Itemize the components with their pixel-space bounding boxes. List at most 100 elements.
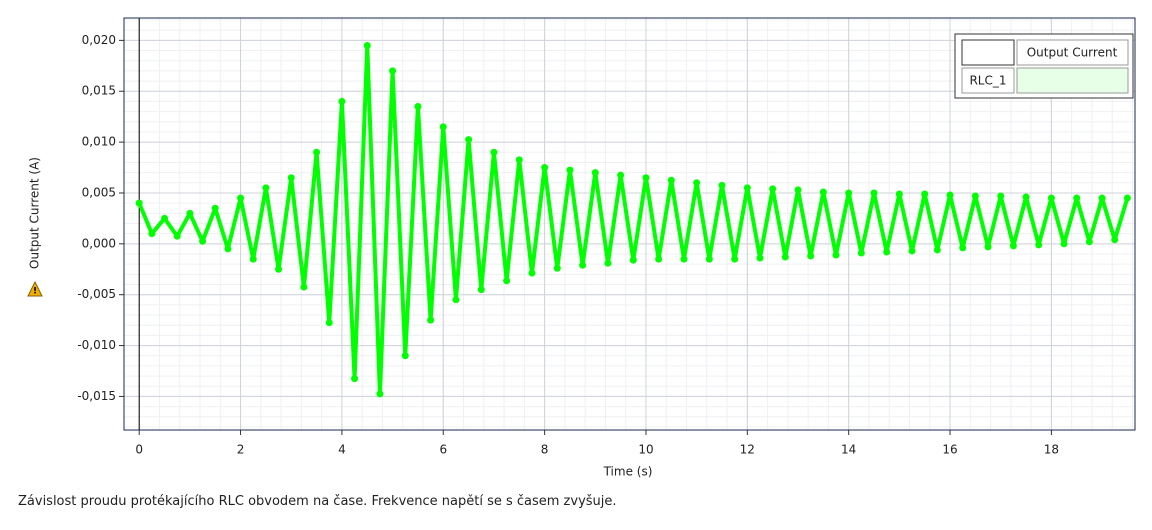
x-tick-label: 2 xyxy=(237,443,245,457)
data-point xyxy=(731,255,739,263)
data-point xyxy=(946,191,954,199)
data-point xyxy=(807,252,815,260)
data-point xyxy=(262,184,270,192)
data-point xyxy=(161,214,169,222)
data-point xyxy=(1009,242,1017,250)
x-tick-label: 6 xyxy=(439,443,447,457)
data-point xyxy=(604,259,612,267)
data-point xyxy=(541,164,549,172)
y-tick-label: -0,010 xyxy=(77,338,116,352)
x-tick-label: 16 xyxy=(942,443,957,457)
data-point xyxy=(705,255,713,263)
data-point xyxy=(693,179,701,187)
data-point xyxy=(439,123,447,131)
data-point xyxy=(984,243,992,251)
chart: Time (s) Output Current (A) ! 0 2 4 6 8 10 12 1… xyxy=(27,17,1136,479)
data-point xyxy=(313,148,321,156)
data-point xyxy=(376,390,384,398)
data-point xyxy=(401,352,409,360)
data-point xyxy=(667,176,675,184)
svg-text:!: ! xyxy=(33,287,37,297)
data-point xyxy=(743,184,751,192)
data-point xyxy=(718,181,726,189)
data-point xyxy=(148,230,156,238)
data-point xyxy=(275,265,283,273)
legend-title: Output Current xyxy=(1027,46,1118,60)
y-axis-label: Output Current (A) xyxy=(28,157,42,269)
y-tick-label: 0,005 xyxy=(82,185,116,199)
data-point xyxy=(490,148,498,156)
data-point xyxy=(908,247,916,255)
x-tick-label: 14 xyxy=(841,443,856,457)
data-point xyxy=(325,319,333,327)
x-tick-label: 12 xyxy=(740,443,755,457)
data-point xyxy=(237,194,245,202)
data-point xyxy=(959,244,967,252)
data-point xyxy=(1085,238,1093,246)
data-point xyxy=(300,283,308,291)
data-point xyxy=(528,269,536,277)
data-point xyxy=(680,255,688,263)
data-point xyxy=(883,248,891,256)
plot-frame xyxy=(123,17,1136,431)
data-point xyxy=(1022,193,1030,201)
data-point xyxy=(287,174,295,182)
data-point xyxy=(1047,194,1055,202)
y-tick-label: -0,005 xyxy=(77,287,116,301)
data-point xyxy=(1073,194,1081,202)
data-point xyxy=(566,166,574,174)
warning-icon: ! xyxy=(27,280,43,297)
data-point xyxy=(351,375,359,383)
data-point xyxy=(553,264,561,272)
data-point xyxy=(845,189,853,197)
y-tick-label: 0,020 xyxy=(82,33,116,47)
data-point xyxy=(617,171,625,179)
legend: Output Current RLC_1 xyxy=(954,33,1134,99)
data-point xyxy=(199,237,207,245)
data-point xyxy=(211,204,219,212)
y-tick-label: 0,015 xyxy=(82,84,116,98)
data-point xyxy=(224,245,232,253)
data-point xyxy=(591,169,599,177)
data-point xyxy=(135,199,143,207)
x-tick-label: 18 xyxy=(1044,443,1059,457)
data-point xyxy=(1098,194,1106,202)
data-point xyxy=(857,249,865,257)
x-tick-label: 8 xyxy=(541,443,549,457)
data-point xyxy=(997,192,1005,200)
data-point xyxy=(921,190,929,198)
y-tick-label: 0,010 xyxy=(82,135,116,149)
x-axis-label: Time (s) xyxy=(603,465,653,479)
data-point xyxy=(819,188,827,196)
data-point xyxy=(503,277,511,285)
data-point xyxy=(1035,241,1043,249)
data-point xyxy=(452,296,460,304)
x-tick-label: 4 xyxy=(338,443,346,457)
data-point xyxy=(579,261,587,269)
legend-label: RLC_1 xyxy=(969,74,1006,88)
data-point xyxy=(515,156,523,164)
data-point xyxy=(173,232,181,240)
data-point xyxy=(1060,240,1068,248)
data-point xyxy=(655,255,663,263)
data-point xyxy=(781,253,789,261)
data-point xyxy=(832,251,840,259)
data-point xyxy=(933,246,941,254)
data-point xyxy=(427,316,435,324)
data-point xyxy=(249,255,257,263)
data-point xyxy=(1123,194,1131,202)
data-point xyxy=(465,136,473,144)
data-point xyxy=(794,186,802,194)
data-point xyxy=(338,97,346,105)
x-tick-label: 10 xyxy=(638,443,653,457)
data-point xyxy=(629,256,637,264)
data-point xyxy=(756,254,764,262)
x-tick-label: 0 xyxy=(135,443,143,457)
data-point xyxy=(870,189,878,197)
y-tick-label: 0,000 xyxy=(82,236,116,250)
caption: Závislost proudu protékajícího RLC obvod… xyxy=(18,494,617,509)
data-point xyxy=(1111,236,1119,244)
data-point xyxy=(389,67,397,75)
data-point xyxy=(186,209,194,217)
data-point xyxy=(895,190,903,198)
